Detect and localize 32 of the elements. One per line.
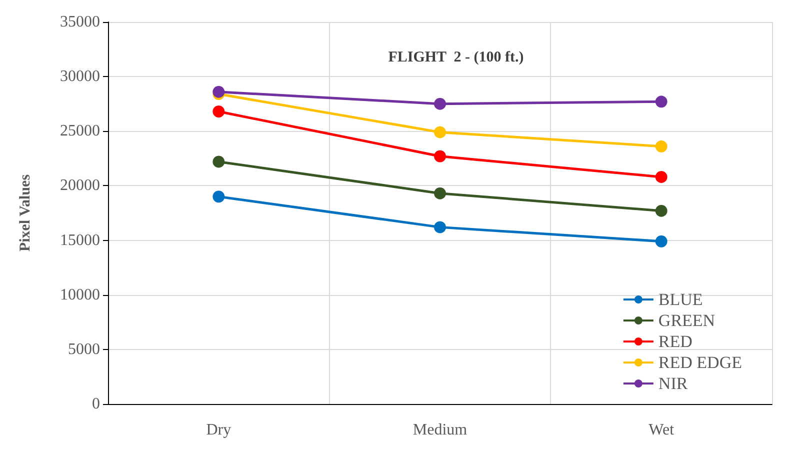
y-tick-label: 15000 — [60, 232, 100, 249]
text: FLIGHT 2 - (100 ft.) — [388, 50, 524, 66]
point — [655, 204, 668, 217]
legend-label: RED — [658, 332, 692, 351]
legend-label: GREEN — [658, 311, 716, 330]
x-tick-label: Wet — [648, 422, 675, 438]
point — [655, 170, 668, 183]
point — [434, 126, 446, 138]
y-tick-label: 0 — [92, 396, 100, 412]
y-tick-label: 10000 — [60, 286, 100, 304]
point — [212, 106, 225, 118]
point — [434, 98, 446, 110]
y-tick-label: 20000 — [60, 177, 100, 194]
y-tick-label: 5000 — [68, 340, 100, 358]
y-tick-label: 25000 — [60, 122, 100, 140]
x-tick-label: Dry — [206, 422, 232, 438]
x-tick-label: Medium — [412, 422, 468, 438]
point — [434, 150, 446, 162]
point — [212, 86, 225, 98]
legend-label: NIR — [658, 374, 688, 393]
point — [655, 235, 668, 248]
legend-label: RED EDGE — [658, 353, 742, 372]
point — [655, 96, 668, 108]
legend-label: BLUE — [658, 290, 703, 309]
point — [434, 187, 446, 200]
point — [434, 221, 446, 234]
point — [212, 156, 225, 168]
y-tick-label: 30000 — [60, 68, 100, 86]
y-axis-title: Pixel Values — [18, 174, 34, 252]
point — [212, 190, 225, 203]
y-tick-label: 35000 — [60, 14, 100, 30]
point — [655, 140, 668, 152]
